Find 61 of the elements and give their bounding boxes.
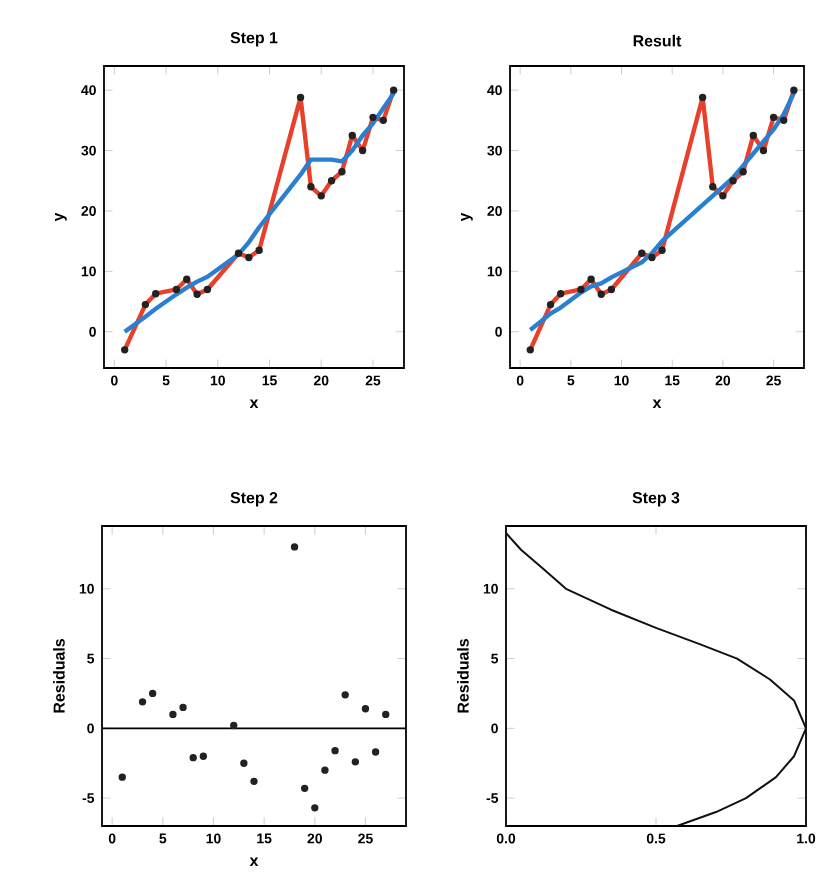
point — [658, 246, 666, 254]
point — [759, 146, 768, 155]
point — [148, 689, 157, 698]
point — [587, 275, 595, 283]
point — [351, 758, 360, 766]
point — [790, 86, 798, 94]
point — [597, 290, 605, 298]
point — [382, 710, 390, 719]
point — [361, 705, 370, 713]
point — [648, 253, 656, 262]
point — [199, 752, 208, 760]
point — [729, 177, 737, 185]
point — [371, 748, 380, 756]
point — [638, 249, 646, 257]
point — [230, 721, 238, 730]
point — [296, 93, 305, 102]
point — [240, 759, 248, 767]
point — [698, 93, 707, 102]
point — [321, 766, 329, 774]
point — [348, 131, 356, 140]
point — [327, 177, 336, 185]
point — [379, 116, 387, 125]
point — [250, 777, 258, 786]
point — [189, 753, 197, 762]
point — [245, 253, 253, 262]
point — [152, 290, 160, 298]
point — [607, 285, 616, 294]
point — [255, 246, 263, 254]
point — [179, 703, 187, 712]
point — [739, 168, 747, 176]
point — [557, 290, 565, 298]
point — [121, 346, 129, 354]
point — [338, 168, 346, 176]
point — [172, 285, 181, 294]
point — [389, 86, 398, 94]
point — [290, 543, 299, 551]
point — [769, 113, 778, 122]
point — [300, 784, 309, 793]
point — [358, 146, 367, 155]
point — [709, 183, 717, 191]
point — [203, 285, 212, 294]
point — [311, 804, 319, 812]
line-series — [506, 531, 807, 826]
point — [331, 746, 339, 755]
point — [118, 773, 126, 781]
point — [307, 183, 315, 191]
point — [169, 710, 177, 719]
point — [317, 192, 325, 200]
point — [341, 691, 349, 699]
point — [234, 249, 243, 257]
point — [141, 300, 150, 309]
point — [369, 113, 377, 122]
point — [193, 290, 201, 298]
point — [526, 346, 534, 354]
point — [719, 192, 727, 200]
point — [546, 300, 555, 309]
point — [577, 285, 585, 294]
point — [183, 275, 191, 283]
point — [138, 698, 147, 706]
point — [749, 131, 757, 140]
point — [780, 116, 788, 125]
